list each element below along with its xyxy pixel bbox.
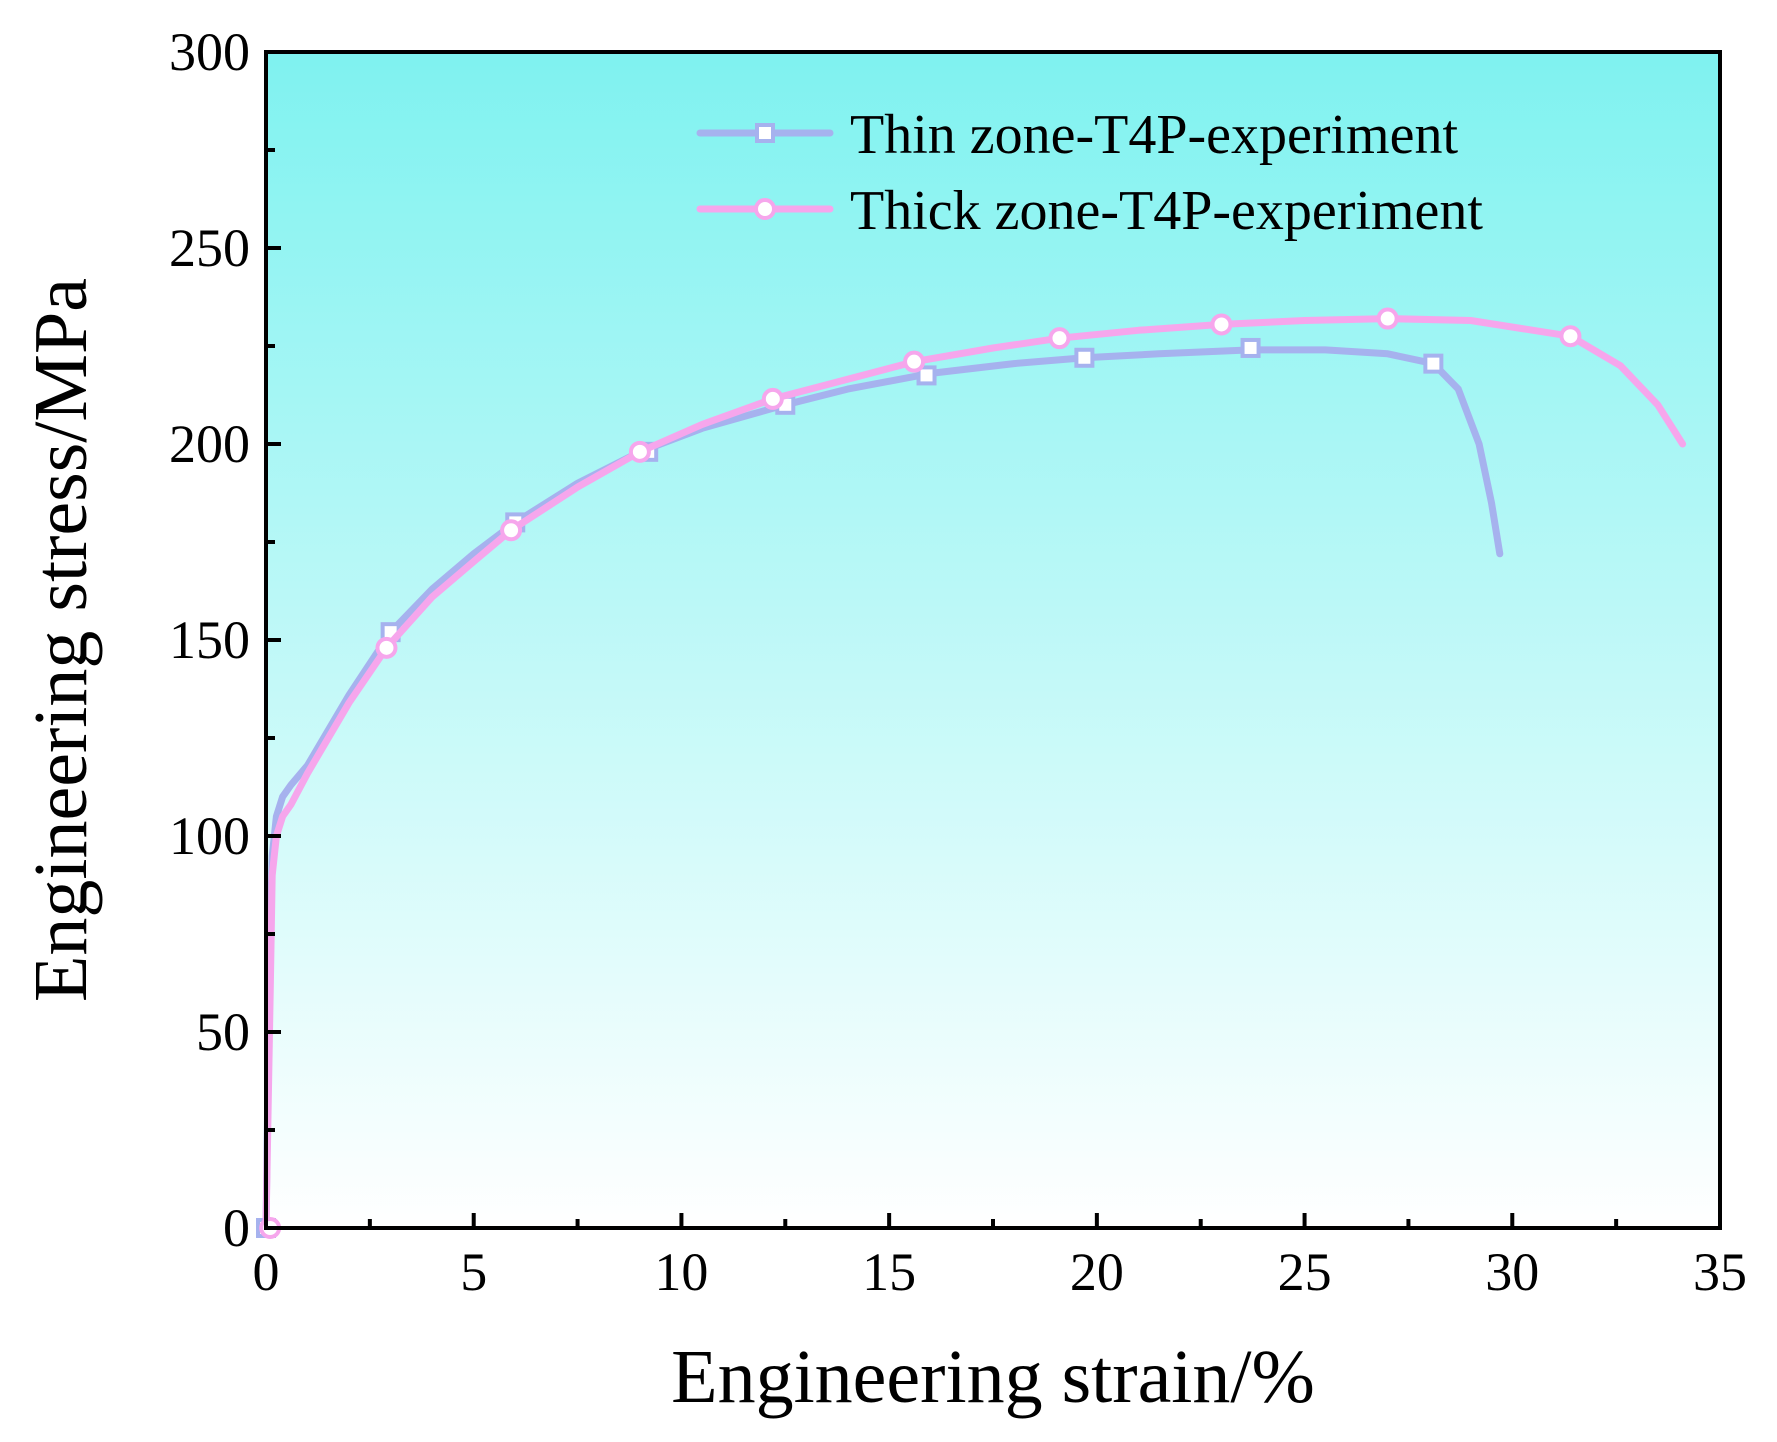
legend-marker [755,123,775,143]
data-point [1423,353,1444,374]
legend-item: Thin zone-T4P-experiment [696,104,1458,166]
ticks-layer: 0 5 10 15 20 25 30 35 0 50 100 150 200 250 300 [169,22,1747,1302]
y-tick-label: 50 [196,1002,250,1062]
data-point [1210,313,1233,336]
x-tick-label: 20 [1070,1242,1124,1302]
legend-marker [754,198,776,220]
plot-frame [264,50,1722,1230]
series-layer [256,307,1687,1239]
y-tick-label: 250 [169,218,250,278]
legend-label: Thin zone-T4P-experiment [850,104,1458,166]
x-tick-label: 10 [654,1242,708,1302]
legend: Thin zone-T4P-experiment Thick zone-T4P-e… [696,104,1483,242]
data-point [1559,325,1582,348]
data-point [903,350,926,373]
y-tick-label: 300 [169,22,250,82]
y-tick-label: 100 [169,806,250,866]
y-axis-title: Engineering stress/MPa [19,278,103,1002]
data-point [916,365,937,386]
legend-label: Thick zone-T4P-experiment [850,180,1483,242]
data-point [761,387,784,410]
plot-area [266,52,1720,1228]
x-tick-label: 15 [862,1242,916,1302]
x-tick-label: 35 [1693,1242,1747,1302]
data-point [375,636,398,659]
data-point [1048,327,1071,350]
y-tick-label: 0 [223,1198,250,1258]
y-tick-label: 200 [169,414,250,474]
legend-item: Thick zone-T4P-experiment [696,180,1483,242]
series-2 [259,307,1687,1239]
y-tick-label: 150 [169,610,250,670]
data-point [500,519,523,542]
series-line [262,315,1687,1232]
x-tick-label: 25 [1278,1242,1332,1302]
x-tick-label: 0 [253,1242,280,1302]
x-axis-title: Engineering strain/% [671,1335,1315,1419]
x-tick-label: 30 [1485,1242,1539,1302]
x-tick-label: 5 [460,1242,487,1302]
data-point [628,440,651,463]
data-point [1376,307,1399,330]
data-point [1240,337,1261,358]
data-point [1074,347,1095,368]
